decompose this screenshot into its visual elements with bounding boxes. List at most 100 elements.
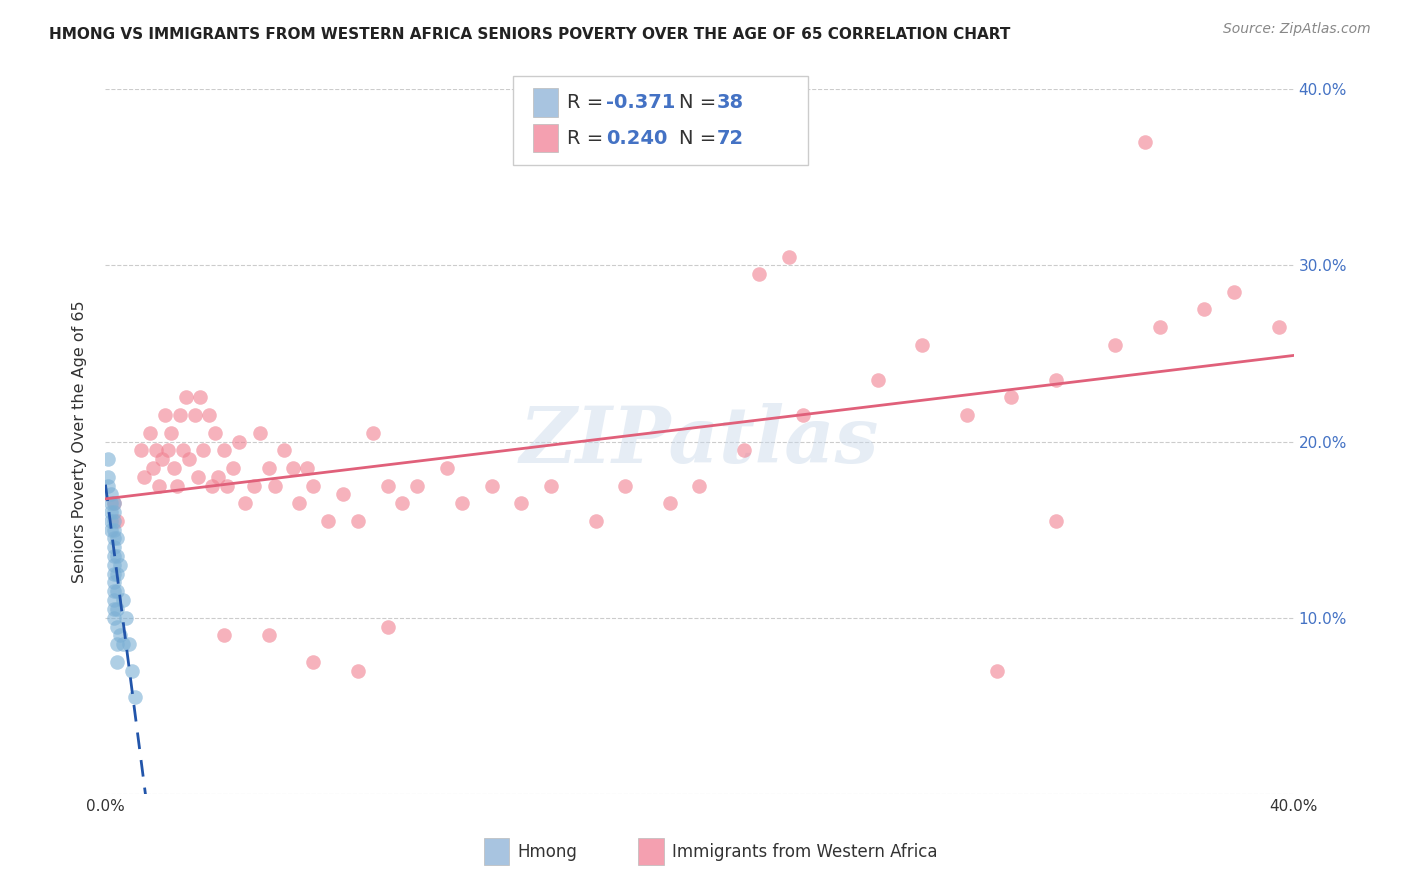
Text: 72: 72: [717, 128, 744, 147]
Point: [105, 514, 128, 528]
Point: [257, 628, 280, 642]
Point: [103, 610, 125, 624]
Point: [105, 532, 128, 546]
Text: Source: ZipAtlas.com: Source: ZipAtlas.com: [1223, 22, 1371, 37]
Point: [332, 487, 354, 501]
Text: 0.240: 0.240: [606, 128, 668, 147]
Point: [201, 478, 224, 492]
Point: [103, 514, 125, 528]
Point: [510, 496, 533, 510]
Point: [110, 628, 132, 642]
Point: [347, 514, 370, 528]
Point: [377, 619, 399, 633]
Point: [177, 452, 200, 467]
Point: [103, 532, 125, 546]
Text: N =: N =: [679, 94, 723, 112]
Point: [97, 478, 120, 492]
Point: [103, 566, 125, 581]
Point: [163, 461, 186, 475]
Point: [391, 496, 413, 510]
Point: [186, 469, 208, 483]
Point: [257, 461, 280, 475]
Point: [118, 637, 141, 651]
Point: [174, 391, 197, 405]
Text: -0.371: -0.371: [606, 94, 675, 112]
Point: [105, 584, 128, 599]
Point: [249, 425, 271, 440]
Point: [105, 655, 128, 669]
Point: [110, 558, 132, 572]
Point: [297, 461, 319, 475]
Point: [748, 267, 770, 281]
Point: [100, 487, 122, 501]
Text: N =: N =: [679, 128, 723, 147]
Point: [986, 664, 1008, 678]
Point: [100, 523, 122, 537]
Point: [204, 425, 226, 440]
Point: [105, 566, 128, 581]
Point: [103, 549, 125, 563]
Point: [103, 558, 125, 572]
Point: [190, 391, 212, 405]
Text: Hmong: Hmong: [517, 843, 578, 861]
Point: [228, 434, 250, 449]
Point: [207, 469, 229, 483]
Point: [233, 496, 256, 510]
Point: [156, 443, 179, 458]
Point: [100, 505, 122, 519]
Point: [540, 478, 562, 492]
Point: [153, 408, 176, 422]
Point: [243, 478, 266, 492]
Point: [103, 496, 125, 510]
Point: [217, 478, 239, 492]
Point: [105, 637, 128, 651]
Point: [614, 478, 637, 492]
Point: [377, 478, 399, 492]
Point: [105, 619, 128, 633]
Text: HMONG VS IMMIGRANTS FROM WESTERN AFRICA SENIORS POVERTY OVER THE AGE OF 65 CORRE: HMONG VS IMMIGRANTS FROM WESTERN AFRICA …: [49, 27, 1011, 42]
Point: [1045, 373, 1067, 387]
Point: [214, 443, 236, 458]
Point: [585, 514, 607, 528]
Point: [103, 540, 125, 554]
Point: [778, 250, 800, 264]
Point: [121, 664, 143, 678]
Point: [1267, 320, 1289, 334]
Point: [287, 496, 309, 510]
Point: [103, 593, 125, 607]
Point: [132, 469, 155, 483]
Point: [302, 478, 325, 492]
Point: [115, 610, 138, 624]
Text: R =: R =: [567, 128, 609, 147]
Point: [100, 514, 122, 528]
Point: [1133, 135, 1156, 149]
Point: [139, 425, 162, 440]
Point: [658, 496, 681, 510]
Point: [792, 408, 814, 422]
Point: [103, 496, 125, 510]
Point: [1194, 302, 1216, 317]
Point: [689, 478, 711, 492]
Point: [1045, 514, 1067, 528]
Point: [316, 514, 339, 528]
Point: [159, 425, 181, 440]
Point: [150, 452, 173, 467]
Point: [105, 549, 128, 563]
Point: [956, 408, 979, 422]
Point: [112, 593, 135, 607]
Point: [112, 637, 135, 651]
Point: [406, 478, 429, 492]
Point: [198, 408, 221, 422]
Point: [142, 461, 165, 475]
Point: [103, 505, 125, 519]
Text: R =: R =: [567, 94, 609, 112]
Point: [214, 628, 236, 642]
Point: [105, 602, 128, 616]
Point: [129, 443, 152, 458]
Text: ZIPatlas: ZIPatlas: [520, 403, 879, 480]
Point: [866, 373, 889, 387]
Point: [1104, 337, 1126, 351]
Point: [172, 443, 194, 458]
Point: [450, 496, 472, 510]
Point: [347, 664, 370, 678]
